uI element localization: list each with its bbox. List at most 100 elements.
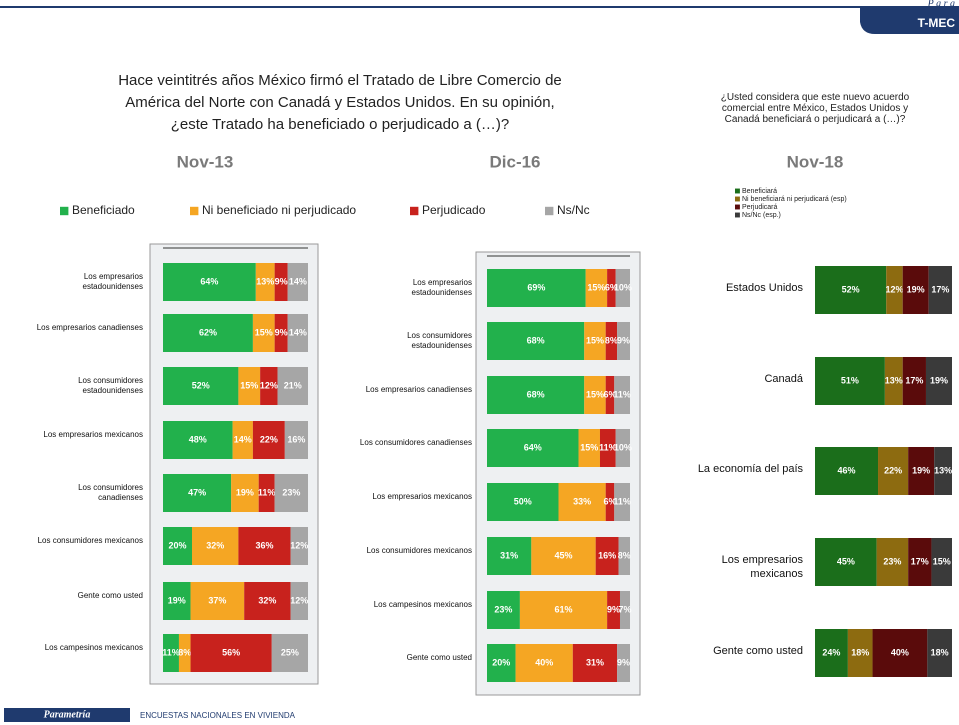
bar-segment xyxy=(585,269,608,307)
category-label: Los empresarios mexicanos xyxy=(372,491,472,501)
bar-segment xyxy=(519,591,608,629)
category-label: Los empresarios mexicanos xyxy=(721,554,803,580)
bar-segment xyxy=(617,322,630,360)
header-tab xyxy=(860,7,959,34)
bar-segment xyxy=(908,447,935,495)
bar-segment xyxy=(815,447,879,495)
bar-segment xyxy=(252,314,275,352)
data-label: 15% xyxy=(933,556,951,566)
data-label: 14% xyxy=(289,276,307,286)
data-label: 21% xyxy=(284,380,302,390)
bar-segment xyxy=(274,263,288,301)
bar-segment xyxy=(605,322,618,360)
data-label: 31% xyxy=(500,550,518,560)
bar-segment xyxy=(614,376,630,414)
bar-segment xyxy=(290,527,308,565)
bar-segment xyxy=(487,376,585,414)
data-label: 8% xyxy=(605,335,618,345)
data-label: 11% xyxy=(613,389,631,399)
bar-segment xyxy=(815,266,887,314)
legend-label: Ni beneficiará ni perjudicará (esp) xyxy=(742,196,847,203)
data-label: 18% xyxy=(851,647,869,657)
bar-segment xyxy=(876,538,909,586)
data-label: 7% xyxy=(618,604,631,614)
bar-segment xyxy=(925,357,952,405)
data-label: 9% xyxy=(275,327,288,337)
data-label: 23% xyxy=(883,556,901,566)
category-label: Canadá xyxy=(764,373,803,385)
data-label: 9% xyxy=(607,604,620,614)
question-line: Hace veintitrés años México firmó el Tra… xyxy=(118,72,562,89)
data-label: 15% xyxy=(587,282,605,292)
data-label: 23% xyxy=(494,604,512,614)
bar-segment xyxy=(878,447,909,495)
bar-segment xyxy=(558,483,606,521)
data-label: 62% xyxy=(199,327,217,337)
category-label: Gente como usted xyxy=(406,652,472,662)
bar-segment xyxy=(190,582,245,620)
data-label: 25% xyxy=(281,647,299,657)
bar-segment xyxy=(290,582,308,620)
bar-segment xyxy=(847,629,873,677)
bar-segment xyxy=(618,537,630,575)
question-right: ¿Usted considera que este nuevo acuerdo c… xyxy=(680,92,950,125)
chart-title: Nov-18 xyxy=(787,152,844,171)
bar-segment xyxy=(584,376,606,414)
data-label: 32% xyxy=(206,540,224,550)
bar-segment xyxy=(244,582,291,620)
legend-swatch xyxy=(735,204,740,210)
header-brand: P a r a xyxy=(927,0,955,9)
data-label: 6% xyxy=(603,496,616,506)
data-label: 16% xyxy=(287,434,305,444)
category-label: Los consumidores estadounidenses xyxy=(78,375,143,395)
bar-segment xyxy=(487,322,585,360)
data-label: 9% xyxy=(617,657,630,667)
bar-segment xyxy=(815,357,885,405)
legend-swatch xyxy=(545,206,554,216)
question-left: Hace veintitrés años México firmó el Tra… xyxy=(60,70,620,136)
legend-swatch xyxy=(735,196,740,202)
data-label: 68% xyxy=(527,389,545,399)
bar-segment xyxy=(238,367,261,405)
bar-segment xyxy=(902,357,926,405)
data-label: 22% xyxy=(260,434,278,444)
question-line: comercial entre México, Estados Unidos y xyxy=(721,103,909,114)
data-label: 47% xyxy=(188,487,206,497)
footer-brand: Parametría xyxy=(44,709,91,720)
footer-brand-box xyxy=(4,708,130,722)
legend-label: Perjudicará xyxy=(742,204,778,211)
data-label: 13% xyxy=(885,375,903,385)
data-label: 40% xyxy=(891,647,909,657)
data-label: 12% xyxy=(290,595,308,605)
question-line: América del Norte con Canadá y Estados U… xyxy=(125,94,555,111)
bar-segment xyxy=(287,263,308,301)
bar-segment xyxy=(287,314,308,352)
bar-segment xyxy=(284,421,308,459)
question-line: ¿este Tratado ha beneficiado o perjudica… xyxy=(170,116,510,133)
bar-segment xyxy=(515,644,573,682)
data-label: 14% xyxy=(289,327,307,337)
data-label: 32% xyxy=(258,595,276,605)
data-label: 9% xyxy=(617,335,630,345)
data-label: 11% xyxy=(599,442,617,452)
category-label: Los empresarios estadounidenses xyxy=(82,271,144,291)
bar-segment xyxy=(614,483,630,521)
bar-segment xyxy=(163,474,232,512)
bar-segment xyxy=(605,376,615,414)
bar-segment xyxy=(277,367,308,405)
bar-segment xyxy=(584,322,606,360)
data-label: 40% xyxy=(535,657,553,667)
data-label: 22% xyxy=(884,465,902,475)
bar-segment xyxy=(572,644,618,682)
bar-segment xyxy=(258,474,275,512)
bar-segment xyxy=(931,538,952,586)
data-label: 14% xyxy=(234,434,252,444)
category-label: Los consumidores canadienses xyxy=(78,482,143,502)
legend-swatch xyxy=(60,206,69,216)
data-label: 36% xyxy=(255,540,273,550)
data-label: 46% xyxy=(838,465,856,475)
bar-segment xyxy=(487,483,559,521)
legend-swatch xyxy=(735,188,740,194)
data-label: 50% xyxy=(514,496,532,506)
